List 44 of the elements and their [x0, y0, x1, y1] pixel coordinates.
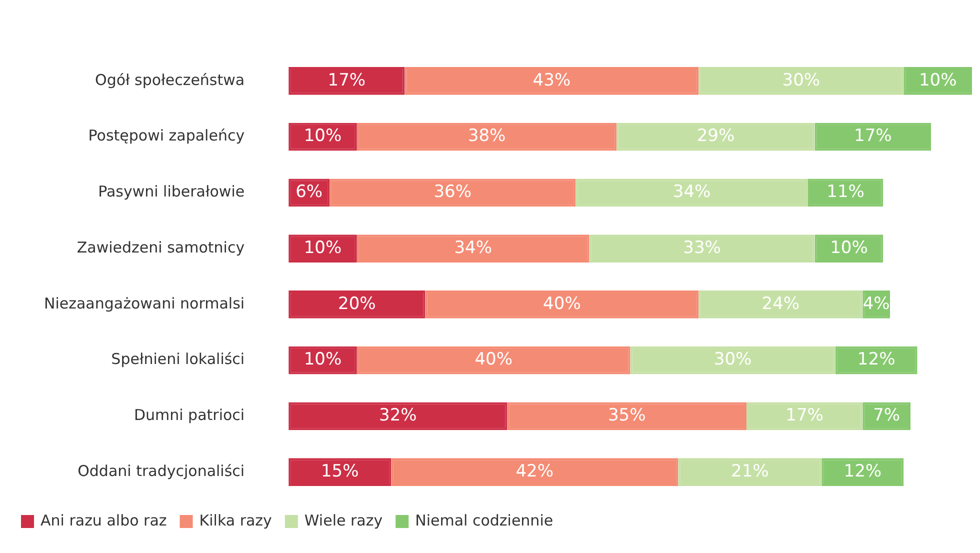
- data-label: 40%: [474, 350, 513, 370]
- data-label: 42%: [516, 461, 554, 482]
- data-label: 17%: [328, 70, 366, 90]
- y-tick-label: Ogół społeczeństwa: [95, 70, 245, 89]
- data-label: 17%: [786, 406, 824, 426]
- data-label: 36%: [434, 182, 472, 202]
- data-label: 38%: [468, 126, 506, 146]
- data-label: 34%: [454, 238, 492, 258]
- data-label: 10%: [304, 350, 342, 370]
- data-label: 11%: [826, 182, 864, 202]
- y-tick-label: Postępowi zapaleńcy: [88, 126, 245, 145]
- legend-label: Ani razu albo raz: [40, 511, 167, 530]
- data-label: 6%: [296, 182, 323, 202]
- data-label: 35%: [608, 406, 646, 426]
- data-label: 30%: [782, 70, 820, 90]
- data-label: 15%: [320, 461, 359, 482]
- y-tick-label: Pasywni liberałowie: [98, 182, 245, 201]
- y-tick-label: Dumni patrioci: [134, 406, 245, 424]
- data-label: 12%: [857, 350, 896, 370]
- data-label: 30%: [714, 350, 752, 370]
- data-label: 29%: [696, 126, 735, 146]
- data-label: 33%: [683, 238, 721, 258]
- data-label: 43%: [532, 70, 571, 90]
- data-label: 17%: [854, 126, 892, 146]
- data-label: 40%: [543, 294, 581, 314]
- data-label: 4%: [862, 294, 890, 314]
- data-label: 21%: [730, 461, 769, 482]
- data-label: 10%: [304, 238, 342, 258]
- data-label: 7%: [873, 406, 900, 426]
- data-label: 12%: [844, 461, 882, 482]
- y-tick-label: Niezaangażowani normalsi: [44, 294, 245, 312]
- legend-label: Niemal codziennie: [415, 511, 554, 530]
- data-label: 32%: [379, 406, 417, 426]
- data-label: 34%: [672, 182, 711, 202]
- data-label: 10%: [830, 238, 868, 258]
- y-tick-label: Oddani tradycjonaliści: [78, 462, 245, 480]
- y-tick-label: Zawiedzeni samotnicy: [76, 238, 245, 256]
- legend-label: Kilka razy: [199, 511, 272, 530]
- data-label: 24%: [762, 294, 800, 314]
- legend-label: Wiele razy: [304, 511, 383, 530]
- data-label: 20%: [338, 294, 376, 314]
- data-label: 10%: [304, 126, 342, 146]
- data-label: 10%: [918, 70, 957, 90]
- y-tick-label: Spełnieni lokaliści: [111, 350, 245, 368]
